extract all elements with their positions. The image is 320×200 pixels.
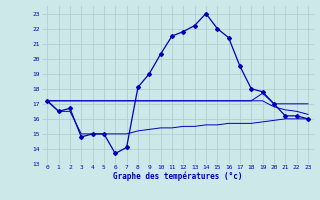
X-axis label: Graphe des températures (°c): Graphe des températures (°c) [113,172,242,181]
